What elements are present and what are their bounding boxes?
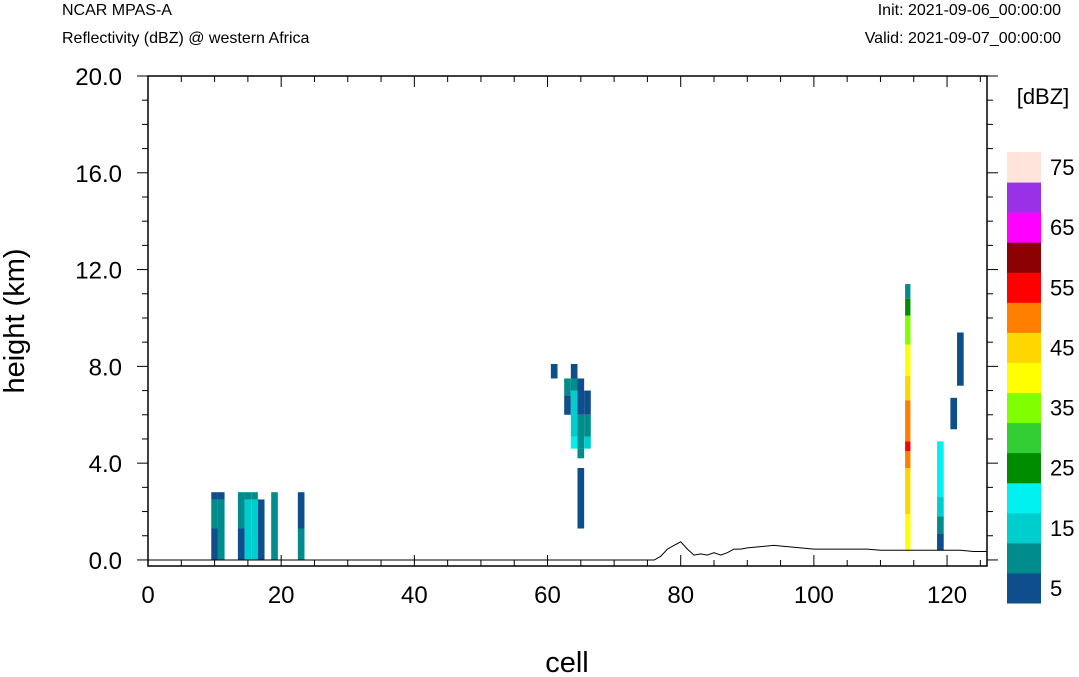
reflectivity-cell xyxy=(244,499,252,560)
reflectivity-cell xyxy=(905,451,911,468)
valid-time: Valid: 2021-09-07_00:00:00 xyxy=(864,30,1061,47)
reflectivity-cell xyxy=(570,378,578,391)
reflectivity-cell xyxy=(217,499,225,560)
colorbar-label: 25 xyxy=(1050,456,1074,481)
colorbar-label: 5 xyxy=(1050,576,1062,601)
x-axis-title: cell xyxy=(545,647,589,677)
x-tick-label: 120 xyxy=(927,582,967,609)
reflectivity-cell xyxy=(905,468,911,514)
reflectivity-cell xyxy=(905,344,911,377)
colorbar-label: 35 xyxy=(1050,396,1074,421)
colorbar-swatch xyxy=(1007,542,1041,574)
reflectivity-cell xyxy=(905,400,911,442)
reflectivity-cell xyxy=(950,397,958,430)
y-tick-label: 4.0 xyxy=(89,451,122,478)
reflectivity-cell xyxy=(251,499,258,560)
reflectivity-cell xyxy=(584,414,591,437)
colorbar-label: 15 xyxy=(1050,516,1074,541)
reflectivity-cell xyxy=(905,298,911,316)
reflectivity-cell xyxy=(564,378,571,396)
colorbar-label: 55 xyxy=(1050,275,1074,300)
y-tick-label: 20.0 xyxy=(75,64,122,91)
y-axis-title: height (km) xyxy=(0,248,31,393)
y-tick-label: 16.0 xyxy=(75,161,122,188)
y-tick-label: 0.0 xyxy=(89,548,122,575)
reflectivity-cell xyxy=(211,492,218,500)
reflectivity-cell xyxy=(570,436,578,449)
reflectivity-cell xyxy=(577,448,585,459)
colorbar-swatch xyxy=(1007,182,1041,213)
reflectivity-cell xyxy=(244,492,252,500)
reflectivity-cell xyxy=(570,363,578,379)
colorbar-swatch xyxy=(1007,572,1041,604)
reflectivity-cell xyxy=(577,414,585,449)
colorbar-swatch xyxy=(1007,512,1041,544)
x-tick-label: 80 xyxy=(667,582,694,609)
reflectivity-cell xyxy=(905,284,911,299)
colorbar-swatch xyxy=(1007,332,1041,363)
reflectivity-cell xyxy=(905,513,911,551)
reflectivity-cell xyxy=(297,492,305,529)
reflectivity-cell xyxy=(550,363,558,379)
reflectivity-cell xyxy=(937,497,944,517)
colorbar-label: 65 xyxy=(1050,215,1074,240)
plot-frame xyxy=(147,75,988,567)
terrain-line xyxy=(148,541,987,561)
colorbar: 5 15 25 35 45 55 65 75 xyxy=(1007,152,1074,604)
colorbar-label: 75 xyxy=(1050,155,1074,180)
colorbar-swatch xyxy=(1007,242,1041,273)
y-tick-label: 12.0 xyxy=(75,258,122,285)
x-tick-label: 40 xyxy=(401,582,428,609)
reflectivity-cell xyxy=(584,436,591,449)
model-name: NCAR MPAS-A xyxy=(62,2,172,19)
reflectivity-cell xyxy=(237,492,245,529)
colorbar-swatch xyxy=(1007,392,1041,424)
reflectivity-cell xyxy=(584,390,591,415)
reflectivity-cell xyxy=(211,499,218,529)
colorbar-swatch xyxy=(1007,452,1041,484)
reflectivity-cell xyxy=(577,378,585,415)
colorbar-swatch xyxy=(1007,362,1041,394)
reflectivity-cell xyxy=(564,395,571,415)
reflectivity-cell xyxy=(905,315,911,345)
reflectivity-cell xyxy=(251,492,258,500)
reflectivity-cell xyxy=(937,441,944,498)
reflectivity-cell xyxy=(257,499,265,560)
reflectivity-cell xyxy=(937,533,944,551)
colorbar-swatch xyxy=(1007,422,1041,454)
field-description: Reflectivity (dBZ) @ western Africa xyxy=(62,30,310,47)
x-tick-label: 20 xyxy=(268,582,295,609)
reflectivity-cell xyxy=(937,516,944,534)
init-time: Init: 2021-09-06_00:00:00 xyxy=(877,2,1061,19)
colorbar-unit: [dBZ] xyxy=(1017,84,1070,109)
reflectivity-cell xyxy=(570,390,578,437)
colorbar-swatch xyxy=(1007,302,1041,333)
y-tick-label: 8.0 xyxy=(89,354,122,381)
reflectivity-cell xyxy=(297,528,305,560)
reflectivity-cell xyxy=(905,376,911,401)
colorbar-swatch xyxy=(1007,212,1041,243)
reflectivity-cells xyxy=(211,284,964,560)
reflectivity-cell xyxy=(957,332,964,386)
x-tick-label: 0 xyxy=(141,582,154,609)
x-tick-label: 60 xyxy=(534,582,561,609)
colorbar-swatch xyxy=(1007,272,1041,303)
reflectivity-cell xyxy=(217,492,225,500)
reflectivity-cell xyxy=(905,441,911,452)
reflectivity-cell xyxy=(237,528,245,560)
reflectivity-cell xyxy=(577,468,585,529)
y-tick-labels: 0.0 4.0 8.0 12.0 16.0 20.0 xyxy=(75,64,122,575)
x-tick-labels: 0 20 40 60 80 100 120 xyxy=(141,582,967,609)
colorbar-swatch xyxy=(1007,152,1041,183)
x-tick-label: 100 xyxy=(794,582,834,609)
axis-ticks xyxy=(137,75,998,566)
reflectivity-cell xyxy=(211,528,218,560)
reflectivity-cell xyxy=(271,492,278,560)
colorbar-swatch xyxy=(1007,482,1041,514)
colorbar-label: 45 xyxy=(1050,335,1074,360)
